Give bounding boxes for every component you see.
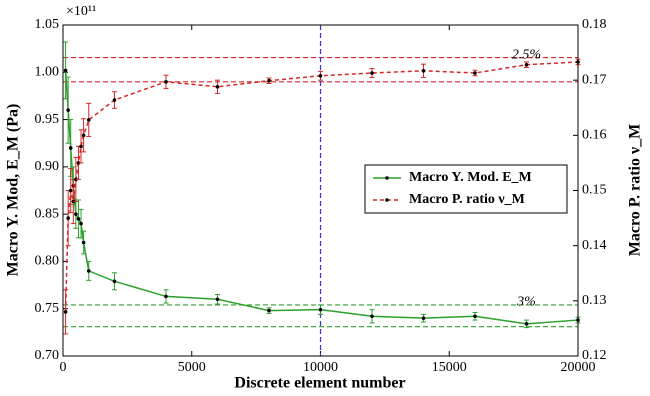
- y-multiplier: ×10¹¹: [66, 4, 96, 19]
- x-tick-label: 10000: [303, 360, 338, 375]
- x-axis-label: Discrete element number: [234, 375, 405, 392]
- y-tick-label: 0.90: [35, 159, 60, 174]
- y-tick-label: 0.80: [35, 254, 60, 269]
- data-point: [318, 73, 323, 78]
- data-point: [524, 322, 529, 326]
- x-tick-label: 5000: [178, 360, 206, 375]
- data-point: [66, 216, 70, 220]
- y-tick-label: 0.70: [35, 348, 60, 363]
- data-point: [79, 144, 83, 149]
- data-point: [76, 217, 81, 221]
- data-point: [267, 308, 271, 313]
- data-point: [76, 161, 81, 165]
- data-point: [81, 133, 86, 138]
- data-point: [215, 84, 220, 89]
- y2-tick-label: 0.12: [582, 348, 607, 363]
- y-tick-label: 0.85: [35, 206, 60, 221]
- data-point: [79, 221, 83, 226]
- x-tick-label: 0: [60, 360, 67, 375]
- data-point: [86, 269, 91, 273]
- data-point: [421, 68, 426, 73]
- data-point: [112, 98, 117, 102]
- data-point: [473, 314, 477, 319]
- data-point: [267, 78, 271, 83]
- data-point: [63, 310, 68, 314]
- data-point: [66, 108, 70, 112]
- data-point: [68, 146, 73, 150]
- legend-marker: [385, 176, 389, 180]
- legend-label: Macro P. ratio ν_M: [409, 192, 525, 207]
- data-point: [318, 307, 323, 312]
- y2-axis-label: Macro P. ratio ν_M: [627, 124, 644, 256]
- y2-tick-label: 0.18: [582, 17, 607, 32]
- data-point: [164, 294, 168, 299]
- data-point: [74, 212, 78, 216]
- data-point: [164, 80, 168, 84]
- y-tick-label: 0.95: [35, 112, 60, 127]
- y2-tick-label: 0.16: [582, 128, 607, 143]
- legend-box: [364, 164, 568, 214]
- y-tick-label: 1.00: [35, 65, 60, 80]
- data-point: [68, 188, 73, 193]
- data-point: [112, 279, 117, 284]
- data-point: [63, 68, 68, 73]
- data-point: [71, 199, 76, 204]
- y2-tick-label: 0.15: [582, 183, 607, 198]
- data-point: [215, 297, 220, 302]
- y2-tick-label: 0.17: [582, 72, 607, 87]
- y-axis-label: Macro Y. Mod, E_M (Pa): [5, 104, 22, 277]
- y-tick-label: 1.05: [35, 17, 60, 32]
- data-point: [473, 71, 477, 75]
- data-point: [370, 71, 374, 75]
- data-point: [74, 177, 78, 182]
- annotation: 2.5%: [512, 48, 541, 63]
- data-point: [370, 314, 374, 319]
- data-point: [524, 62, 529, 67]
- data-point: [81, 240, 86, 245]
- x-tick-label: 20000: [561, 360, 596, 375]
- legend-label: Macro Y. Mod. E_M: [409, 170, 532, 185]
- plot-frame: [62, 24, 579, 357]
- y2-tick-label: 0.14: [582, 238, 607, 253]
- annotation: 3%: [516, 294, 536, 309]
- y-tick-label: 0.75: [35, 301, 60, 316]
- x-tick-label: 15000: [432, 360, 467, 375]
- legend-marker: [385, 198, 389, 202]
- data-point: [86, 118, 91, 122]
- data-point: [421, 316, 426, 320]
- y2-tick-label: 0.13: [582, 293, 607, 308]
